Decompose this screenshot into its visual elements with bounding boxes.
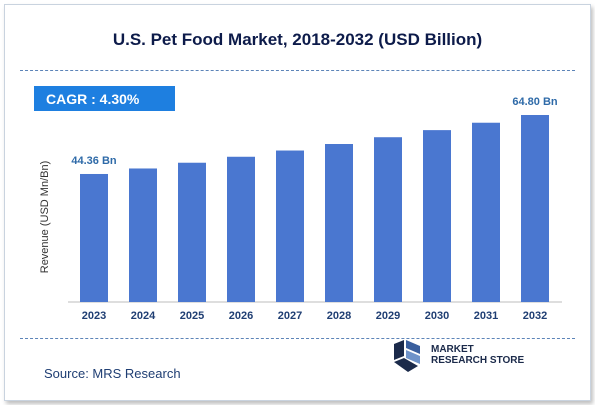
bottom-divider [20, 338, 575, 339]
bar-2032 [521, 115, 549, 302]
x-tick-label: 2024 [131, 310, 156, 322]
market-research-store-logo-icon [394, 340, 420, 372]
x-tick-label: 2030 [425, 310, 449, 322]
bar-2028 [325, 144, 353, 302]
logo-line-1: MARKET [431, 344, 474, 355]
x-tick-label: 2029 [376, 310, 400, 322]
cagr-badge: CAGR : 4.30% [34, 86, 175, 111]
x-tick-label: 2025 [180, 310, 204, 322]
bar-2027 [276, 150, 304, 302]
x-tick-label: 2032 [523, 310, 547, 322]
top-divider [20, 70, 575, 71]
data-label: 64.80 Bn [512, 96, 558, 108]
bar-2029 [374, 137, 402, 302]
source-note: Source: MRS Research [44, 366, 181, 381]
data-labels-group: 44.36 Bn 64.80 Bn [71, 96, 558, 167]
bars-group [80, 115, 549, 302]
x-tick-label: 2026 [229, 310, 253, 322]
bar-2025 [178, 162, 206, 302]
bar-2026 [227, 156, 255, 302]
tick-labels-group: 2023 2024 2025 2026 2027 2028 2029 2030 2031 2032 [82, 310, 547, 322]
x-tick-label: 2027 [278, 310, 302, 322]
x-tick-label: 2028 [327, 310, 351, 322]
logo-text: MARKET RESEARCH STORE [431, 344, 524, 366]
bar-2023 [80, 173, 108, 302]
bar-2024 [129, 168, 157, 302]
x-tick-label: 2023 [82, 310, 106, 322]
chart-title: U.S. Pet Food Market, 2018-2032 (USD Bil… [112, 30, 483, 49]
bar-2030 [423, 130, 451, 302]
x-tick-label: 2031 [474, 310, 498, 322]
bar-2031 [472, 122, 500, 302]
logo-line-2: RESEARCH STORE [431, 355, 525, 366]
data-label: 44.36 Bn [71, 155, 117, 167]
